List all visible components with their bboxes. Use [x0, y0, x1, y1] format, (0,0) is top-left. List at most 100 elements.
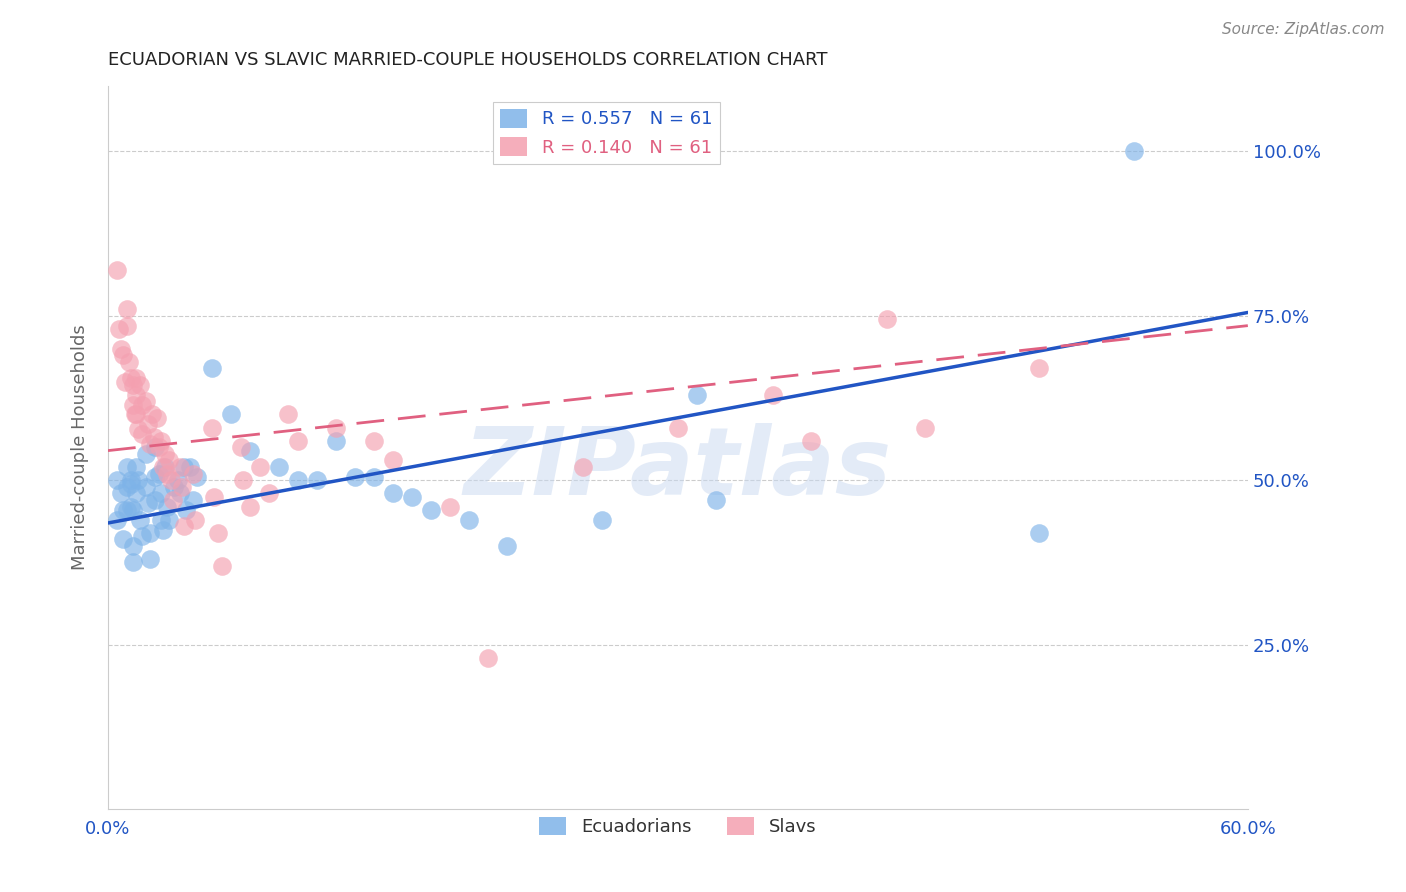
Point [120, 476, 142, 491]
Point [107, 513, 129, 527]
Point [141, 408, 163, 422]
Point [131, 427, 153, 442]
Point [211, 558, 233, 573]
Point [157, 513, 180, 527]
Point [184, 513, 207, 527]
Text: ZIPatlas: ZIPatlas [464, 423, 891, 515]
Point [183, 467, 205, 481]
Point [381, 486, 404, 500]
Point [914, 420, 936, 434]
Point [125, 387, 148, 401]
Point [146, 410, 169, 425]
Point [108, 322, 131, 336]
Point [112, 503, 135, 517]
Point [179, 460, 201, 475]
Point [305, 473, 328, 487]
Point [239, 500, 262, 514]
Point [142, 430, 165, 444]
Point [183, 492, 205, 507]
Point [162, 492, 184, 507]
Point [287, 434, 309, 448]
Point [135, 447, 157, 461]
Point [152, 523, 174, 537]
Point [115, 503, 138, 517]
Point [131, 398, 153, 412]
Point [110, 342, 132, 356]
Point [129, 513, 152, 527]
Point [325, 434, 347, 448]
Point [152, 460, 174, 475]
Point [201, 361, 224, 376]
Point [267, 460, 290, 475]
Point [148, 440, 170, 454]
Point [150, 434, 173, 448]
Point [156, 467, 179, 481]
Point [136, 417, 159, 432]
Point [127, 473, 149, 487]
Point [666, 420, 689, 434]
Point [496, 539, 519, 553]
Point [277, 408, 299, 422]
Point [363, 434, 385, 448]
Point [704, 492, 727, 507]
Point [135, 480, 157, 494]
Point [139, 525, 162, 540]
Point [439, 500, 461, 514]
Point [124, 408, 146, 422]
Point [1122, 145, 1144, 159]
Point [232, 473, 254, 487]
Point [107, 473, 129, 487]
Point [167, 473, 190, 487]
Point [148, 467, 170, 481]
Point [121, 556, 143, 570]
Point [363, 470, 385, 484]
Point [136, 496, 159, 510]
Y-axis label: Married-couple Households: Married-couple Households [72, 325, 89, 570]
Point [221, 408, 243, 422]
Point [121, 503, 143, 517]
Point [477, 650, 499, 665]
Point [139, 552, 162, 566]
Point [131, 529, 153, 543]
Point [1028, 525, 1050, 540]
Point [239, 443, 262, 458]
Point [287, 473, 309, 487]
Point [153, 447, 176, 461]
Point [156, 500, 179, 514]
Point [110, 486, 132, 500]
Text: ECUADORIAN VS SLAVIC MARRIED-COUPLE HOUSEHOLDS CORRELATION CHART: ECUADORIAN VS SLAVIC MARRIED-COUPLE HOUS… [108, 51, 828, 69]
Point [153, 460, 176, 475]
Legend: Ecuadorians, Slavs: Ecuadorians, Slavs [531, 810, 824, 844]
Point [121, 377, 143, 392]
Point [125, 408, 148, 422]
Point [120, 473, 142, 487]
Point [174, 503, 197, 517]
Point [207, 525, 229, 540]
Point [163, 480, 186, 494]
Point [591, 513, 613, 527]
Point [458, 513, 481, 527]
Point [343, 470, 366, 484]
Point [401, 490, 423, 504]
Point [173, 519, 195, 533]
Point [800, 434, 823, 448]
Point [129, 377, 152, 392]
Point [107, 262, 129, 277]
Point [169, 486, 191, 500]
Point [186, 470, 208, 484]
Point [125, 371, 148, 385]
Point [112, 533, 135, 547]
Point [1028, 361, 1050, 376]
Point [112, 348, 135, 362]
Point [125, 460, 148, 475]
Point [150, 513, 173, 527]
Point [229, 440, 252, 454]
Point [420, 503, 443, 517]
Point [572, 460, 595, 475]
Point [259, 486, 281, 500]
Point [876, 312, 898, 326]
Point [172, 480, 194, 494]
Point [115, 302, 138, 317]
Point [139, 437, 162, 451]
Point [135, 394, 157, 409]
